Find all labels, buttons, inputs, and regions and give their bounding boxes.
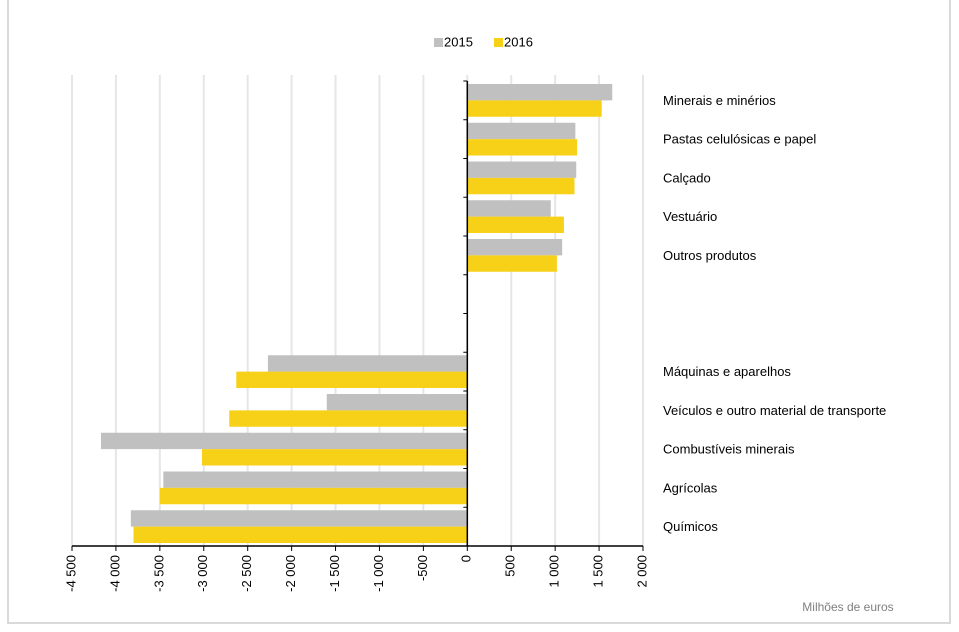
legend-label: 2016 [504, 34, 533, 49]
category-label: Vestuário [663, 209, 717, 224]
bar [467, 161, 577, 178]
x-tick-label: -1 500 [327, 555, 342, 592]
bar [133, 526, 468, 543]
x-tick-label: 1 500 [591, 555, 606, 588]
x-tick-label: 500 [503, 555, 518, 577]
x-tick-label: 0 [459, 555, 474, 562]
x-tick-label: -3 000 [195, 555, 210, 592]
x-tick-label: -2 500 [239, 555, 254, 592]
x-tick-label: -4 000 [107, 555, 122, 592]
x-tick-label: -500 [415, 555, 430, 581]
bar [467, 255, 557, 272]
legend-swatch [494, 38, 503, 47]
bar [267, 355, 468, 372]
x-tick-label: -1 000 [371, 555, 386, 592]
bar [229, 410, 468, 427]
x-tick-label: 1 000 [547, 555, 562, 588]
bar [467, 122, 576, 140]
bar [467, 177, 575, 195]
x-tick-label: -3 500 [151, 555, 166, 592]
category-label: Combustíveis minerais [663, 442, 795, 457]
bar [100, 432, 468, 450]
legend-swatch [434, 38, 443, 47]
bar [159, 487, 468, 505]
bar [467, 216, 564, 233]
x-tick-label: -4 500 [63, 555, 78, 592]
category-label: Outros produtos [663, 248, 757, 263]
unit-note: Milhões de euros [802, 600, 893, 614]
category-label: Pastas celulósicas e papel [663, 132, 816, 147]
bar [467, 239, 563, 256]
category-label: Agrícolas [663, 480, 718, 495]
bar [202, 449, 468, 466]
category-label: Químicos [663, 519, 718, 534]
category-label: Máquinas e aparelhos [663, 364, 791, 379]
category-label: Calçado [663, 170, 711, 185]
bar [467, 100, 602, 117]
bar [467, 200, 551, 217]
bar [236, 371, 468, 388]
bar [326, 394, 468, 411]
bar [163, 471, 468, 488]
legend-label: 2015 [444, 34, 473, 49]
frame [7, 0, 951, 624]
x-tick-label: -2 000 [283, 555, 298, 592]
bar [467, 139, 578, 156]
bar [467, 84, 613, 101]
category-label: Minerais e minérios [663, 93, 776, 108]
x-tick-label: 2 000 [634, 555, 649, 588]
bar [130, 510, 468, 527]
category-label: Veículos e outro material de transporte [663, 403, 886, 418]
